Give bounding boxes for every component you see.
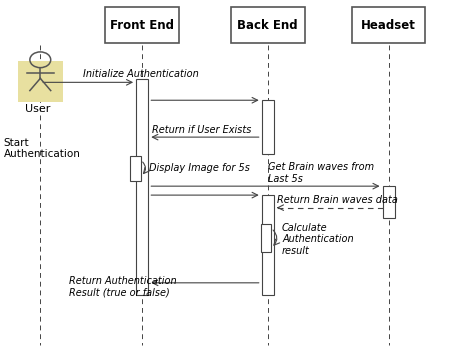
Text: Front End: Front End <box>110 19 174 32</box>
Bar <box>18 61 63 102</box>
Bar <box>262 195 274 295</box>
Text: Return Brain waves data: Return Brain waves data <box>277 195 398 205</box>
Bar <box>262 100 274 154</box>
Text: Initialize Authentication: Initialize Authentication <box>83 69 199 79</box>
Text: Start
Authentication: Start Authentication <box>4 138 81 159</box>
Text: User: User <box>25 104 51 114</box>
Bar <box>130 156 141 181</box>
Bar <box>136 79 148 295</box>
Bar <box>105 7 179 43</box>
Bar <box>231 7 304 43</box>
Text: Return Authentication
Result (true or false): Return Authentication Result (true or fa… <box>69 276 176 297</box>
Bar <box>383 186 395 218</box>
Text: Calculate
Authentication
result: Calculate Authentication result <box>282 223 354 256</box>
Text: Display Image for 5s: Display Image for 5s <box>149 163 250 173</box>
Bar <box>352 7 426 43</box>
Text: Return if User Exists: Return if User Exists <box>152 125 251 135</box>
Text: Get Brain waves from
Last 5s: Get Brain waves from Last 5s <box>268 162 374 184</box>
Text: Headset: Headset <box>361 19 416 32</box>
Bar <box>261 224 271 252</box>
Text: Back End: Back End <box>237 19 298 32</box>
